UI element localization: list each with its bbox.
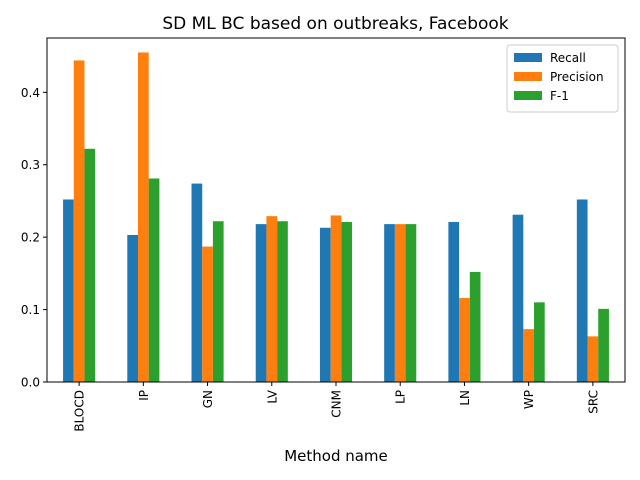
legend-label: F-1 [550, 89, 569, 103]
x-tick-label: IP [137, 390, 151, 401]
bar-f-1-lv [277, 221, 288, 382]
bar-f-1-lp [405, 224, 417, 382]
legend-swatch-f-1 [514, 91, 542, 100]
y-tick-label: 0.1 [21, 303, 40, 317]
bar-recall-blocd [63, 199, 74, 382]
bar-precision-cnm [330, 215, 342, 382]
y-tick-label: 0.3 [21, 158, 40, 172]
y-axis: 0.0 0.1 0.2 0.3 0.4 [21, 86, 47, 390]
y-tick-label: 0.4 [21, 86, 40, 100]
bar-f-1-ln [469, 271, 481, 382]
x-tick-label: GN [201, 390, 215, 408]
bars-group [63, 52, 609, 382]
x-axis: BLOCD IP GN LV CNM LP LN WP SRC [73, 382, 600, 432]
bar-precision-ln [459, 297, 470, 382]
bar-recall-ln [448, 221, 460, 382]
bar-precision-blocd [73, 60, 85, 382]
x-tick-label: LV [265, 389, 279, 403]
bar-f-1-src [598, 308, 609, 382]
x-tick-label: LP [394, 390, 408, 404]
bar-f-1-ip [148, 178, 160, 382]
bar-recall-wp [512, 214, 524, 382]
x-tick-label: WP [522, 390, 536, 409]
chart-title: SD ML BC based on outbreaks, Facebook [162, 14, 508, 34]
legend-label: Precision [550, 70, 604, 84]
plot-frame [46, 37, 626, 383]
bar-f-1-wp [534, 302, 545, 382]
bar-recall-lp [384, 224, 395, 382]
bar-precision-wp [523, 329, 535, 382]
x-tick-label: LN [458, 390, 472, 406]
bar-recall-cnm [319, 227, 331, 382]
x-tick-label: CNM [330, 390, 344, 418]
bar-precision-lv [266, 216, 278, 382]
bar-recall-ip [127, 234, 138, 382]
bar-recall-src [576, 199, 588, 382]
bar-precision-src [587, 336, 599, 382]
bar-f-1-gn [212, 221, 224, 382]
x-tick-label: BLOCD [73, 390, 87, 432]
x-axis-label: Method name [284, 447, 388, 465]
y-tick-label: 0.2 [21, 231, 40, 245]
bar-f-1-blocd [84, 148, 96, 382]
legend-label: Recall [550, 51, 586, 65]
legend-swatch-precision [514, 72, 542, 81]
y-tick-label: 0.0 [21, 376, 40, 390]
bar-recall-gn [191, 183, 203, 382]
bar-f-1-cnm [341, 221, 353, 382]
legend-swatch-recall [514, 53, 542, 62]
x-tick-label: SRC [586, 390, 600, 414]
bar-precision-lp [394, 224, 406, 382]
bar-recall-lv [255, 224, 267, 382]
legend: Recall Precision F-1 [506, 44, 619, 113]
bar-precision-ip [137, 52, 149, 382]
bar-precision-gn [202, 246, 213, 382]
